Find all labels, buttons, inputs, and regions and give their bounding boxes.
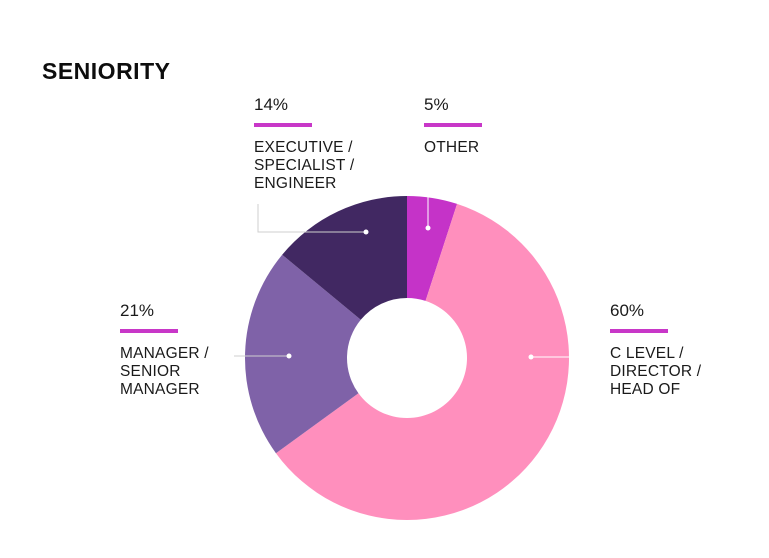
accent-bar <box>120 329 178 333</box>
leader-dot-manager-senior-manager <box>286 353 292 359</box>
slice-percent: 21% <box>120 301 155 320</box>
slice-label: EXECUTIVE / SPECIALIST / ENGINEER <box>254 139 355 192</box>
accent-bar <box>254 123 312 127</box>
label-c-level-director-head-of: 60% C LEVEL / DIRECTOR / HEAD OF <box>610 302 701 399</box>
slice-percent: 60% <box>610 301 645 320</box>
slice-percent: 14% <box>254 95 289 114</box>
slice-label: MANAGER / SENIOR MANAGER <box>120 345 209 398</box>
slice-label: OTHER <box>424 139 480 156</box>
slice-manager-senior-manager <box>244 254 361 454</box>
leader-dot-c-level-director-head-of <box>528 354 534 360</box>
slice-percent: 5% <box>424 95 449 114</box>
slice-c-level-director-head-of <box>275 203 569 521</box>
slice-label: C LEVEL / DIRECTOR / HEAD OF <box>610 345 702 398</box>
slice-other <box>407 196 458 301</box>
slice-executive-specialist-engineer <box>282 196 407 320</box>
label-other: 5% OTHER <box>424 96 482 157</box>
leader-dot-executive-specialist-engineer <box>363 229 369 235</box>
accent-bar <box>610 329 668 333</box>
label-executive-specialist-engineer: 14% EXECUTIVE / SPECIALIST / ENGINEER <box>254 96 354 193</box>
leader-dot-other <box>425 225 431 231</box>
label-manager-senior-manager: 21% MANAGER / SENIOR MANAGER <box>120 302 209 399</box>
leader-line-executive-specialist-engineer <box>257 204 366 233</box>
chart-title: SENIORITY <box>42 58 171 84</box>
accent-bar <box>424 123 482 127</box>
